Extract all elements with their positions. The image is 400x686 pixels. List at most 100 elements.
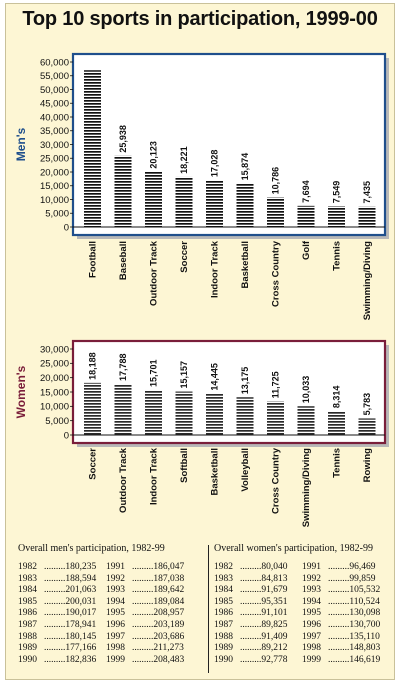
- table-row: 1985 .........95,351: [214, 597, 302, 609]
- table-row: 1991 .........96,469: [302, 562, 390, 574]
- table-row: 1988 .........180,145: [18, 632, 106, 644]
- women-bar: [358, 418, 376, 435]
- year-cell: 1985: [214, 596, 233, 607]
- count-cell: .........110,524: [328, 596, 380, 607]
- charts-canvas: Men's 0 5,000 10,000 15,000 20,000 25,000 30,00…: [14, 52, 389, 527]
- women-bar: [297, 406, 315, 435]
- men-ytick-label: 55,000: [40, 71, 69, 82]
- count-cell: .........99,859: [328, 573, 376, 584]
- count-cell: .........186,047: [132, 562, 185, 572]
- men-ytick-label: 60,000: [40, 57, 69, 68]
- year-cell: 1987: [18, 619, 37, 630]
- men-bar: [175, 176, 193, 227]
- count-cell: .........92,778: [240, 654, 288, 665]
- men-ytick-label: 20,000: [40, 167, 69, 178]
- year-cell: 1995: [302, 608, 321, 619]
- page-title: Top 10 sports in participation, 1999-00: [22, 8, 378, 30]
- year-cell: 1995: [106, 608, 125, 619]
- women-value-label: 5,783: [362, 393, 372, 416]
- men-ytick-label: 10,000: [40, 195, 69, 206]
- count-cell: .........91,101: [240, 608, 288, 619]
- year-cell: 1990: [214, 654, 233, 665]
- women-value-label: 8,314: [332, 386, 342, 409]
- men-category-label: Basketball: [240, 241, 251, 289]
- table-row: 1983 .........188,594: [18, 574, 106, 586]
- men-bar: [267, 197, 284, 227]
- year-cell: 1990: [18, 654, 37, 665]
- count-cell: .........178,941: [44, 619, 97, 630]
- count-cell: .........89,212: [240, 643, 288, 654]
- count-cell: .........96,469: [328, 562, 376, 572]
- men-value-label: 10,786: [271, 167, 281, 195]
- men-chart: Men's 0 5,000 10,000 15,000 20,000 25,000 30,00…: [14, 52, 389, 320]
- men-category-label: Baseball: [118, 241, 129, 280]
- men-side-label: Men's: [14, 127, 28, 161]
- men-bar: [358, 206, 376, 227]
- year-cell: 1988: [18, 631, 37, 642]
- women-ytick-label: 5,000: [45, 416, 69, 427]
- table-row: 1995 .........130,098: [302, 608, 390, 620]
- count-cell: .........146,619: [328, 654, 381, 665]
- count-cell: .........135,110: [328, 631, 380, 642]
- women-ytick-label: 25,000: [40, 359, 69, 370]
- women-bar: [175, 391, 193, 435]
- women-value-label: 15,157: [179, 361, 189, 389]
- women-bar: [206, 393, 223, 435]
- year-cell: 1997: [106, 631, 125, 642]
- men-ytick-label: 25,000: [40, 154, 69, 165]
- count-cell: .........84,813: [240, 573, 288, 584]
- table-row: 1992 .........99,859: [302, 574, 390, 586]
- table-row: 1982 .........80,040: [214, 562, 302, 574]
- table-row: 1991 .........186,047: [106, 562, 194, 574]
- year-cell: 1987: [214, 619, 233, 630]
- men-bar: [114, 155, 132, 227]
- table-row: 1998 .........148,803: [302, 643, 390, 655]
- table-row: 1997 .........203,686: [106, 632, 194, 644]
- men-bar: [206, 180, 223, 227]
- women-bar: [84, 382, 101, 435]
- count-cell: .........91,409: [240, 631, 288, 642]
- men-bar: [84, 70, 101, 227]
- women-value-label: 10,033: [301, 376, 311, 404]
- count-cell: .........180,145: [44, 631, 97, 642]
- men-ytick-label: 5,000: [45, 209, 69, 220]
- men-participation-table: Overall men's participation, 1982-99 198…: [18, 543, 194, 666]
- count-cell: .........105,532: [328, 585, 381, 596]
- year-cell: 1994: [106, 596, 125, 607]
- count-cell: .........130,098: [328, 608, 381, 619]
- chart-page: Top 10 sports in participation, 1999-00 …: [5, 3, 395, 680]
- women-bar: [267, 401, 284, 435]
- women-category-label: Rowing: [362, 448, 373, 482]
- men-value-label: 20,123: [149, 141, 159, 169]
- men-bar: [328, 206, 345, 227]
- women-category-label: Outdoor Track: [118, 447, 129, 513]
- men-ytick-label: 30,000: [40, 140, 69, 151]
- men-value-label: 15,874: [240, 153, 250, 181]
- men-bar: [145, 171, 162, 227]
- count-cell: .........89,825: [240, 619, 288, 630]
- men-category-label: Soccer: [179, 241, 190, 273]
- women-value-label: 15,701: [149, 359, 159, 387]
- year-cell: 1991: [106, 562, 125, 572]
- table-row: 1990 .........92,778: [214, 655, 302, 667]
- count-cell: .........187,038: [132, 573, 185, 584]
- count-cell: .........180,235: [44, 562, 97, 572]
- men-category-label: Tennis: [332, 241, 343, 271]
- women-ytick-label: 30,000: [40, 344, 69, 355]
- table-row: 1999 .........146,619: [302, 655, 390, 667]
- year-cell: 1985: [18, 596, 37, 607]
- year-cell: 1993: [106, 585, 125, 596]
- men-value-label: 18,221: [179, 146, 189, 174]
- men-table-column: 1982 .........180,235 1983 .........188,594…: [18, 562, 106, 666]
- men-ytick-label: 0: [64, 222, 69, 233]
- men-table-heading: Overall men's participation, 1982-99: [18, 543, 165, 554]
- count-cell: .........208,483: [132, 654, 185, 665]
- table-row: 1994 .........110,524: [302, 597, 390, 609]
- women-ytick-label: 0: [64, 430, 69, 441]
- count-cell: .........211,273: [132, 643, 184, 654]
- year-cell: 1982: [214, 562, 233, 572]
- table-row: 1992 .........187,038: [106, 574, 194, 586]
- women-value-label: 13,175: [240, 367, 250, 395]
- women-category-label: Volleyball: [240, 448, 251, 492]
- table-row: 1990 .........182,836: [18, 655, 106, 667]
